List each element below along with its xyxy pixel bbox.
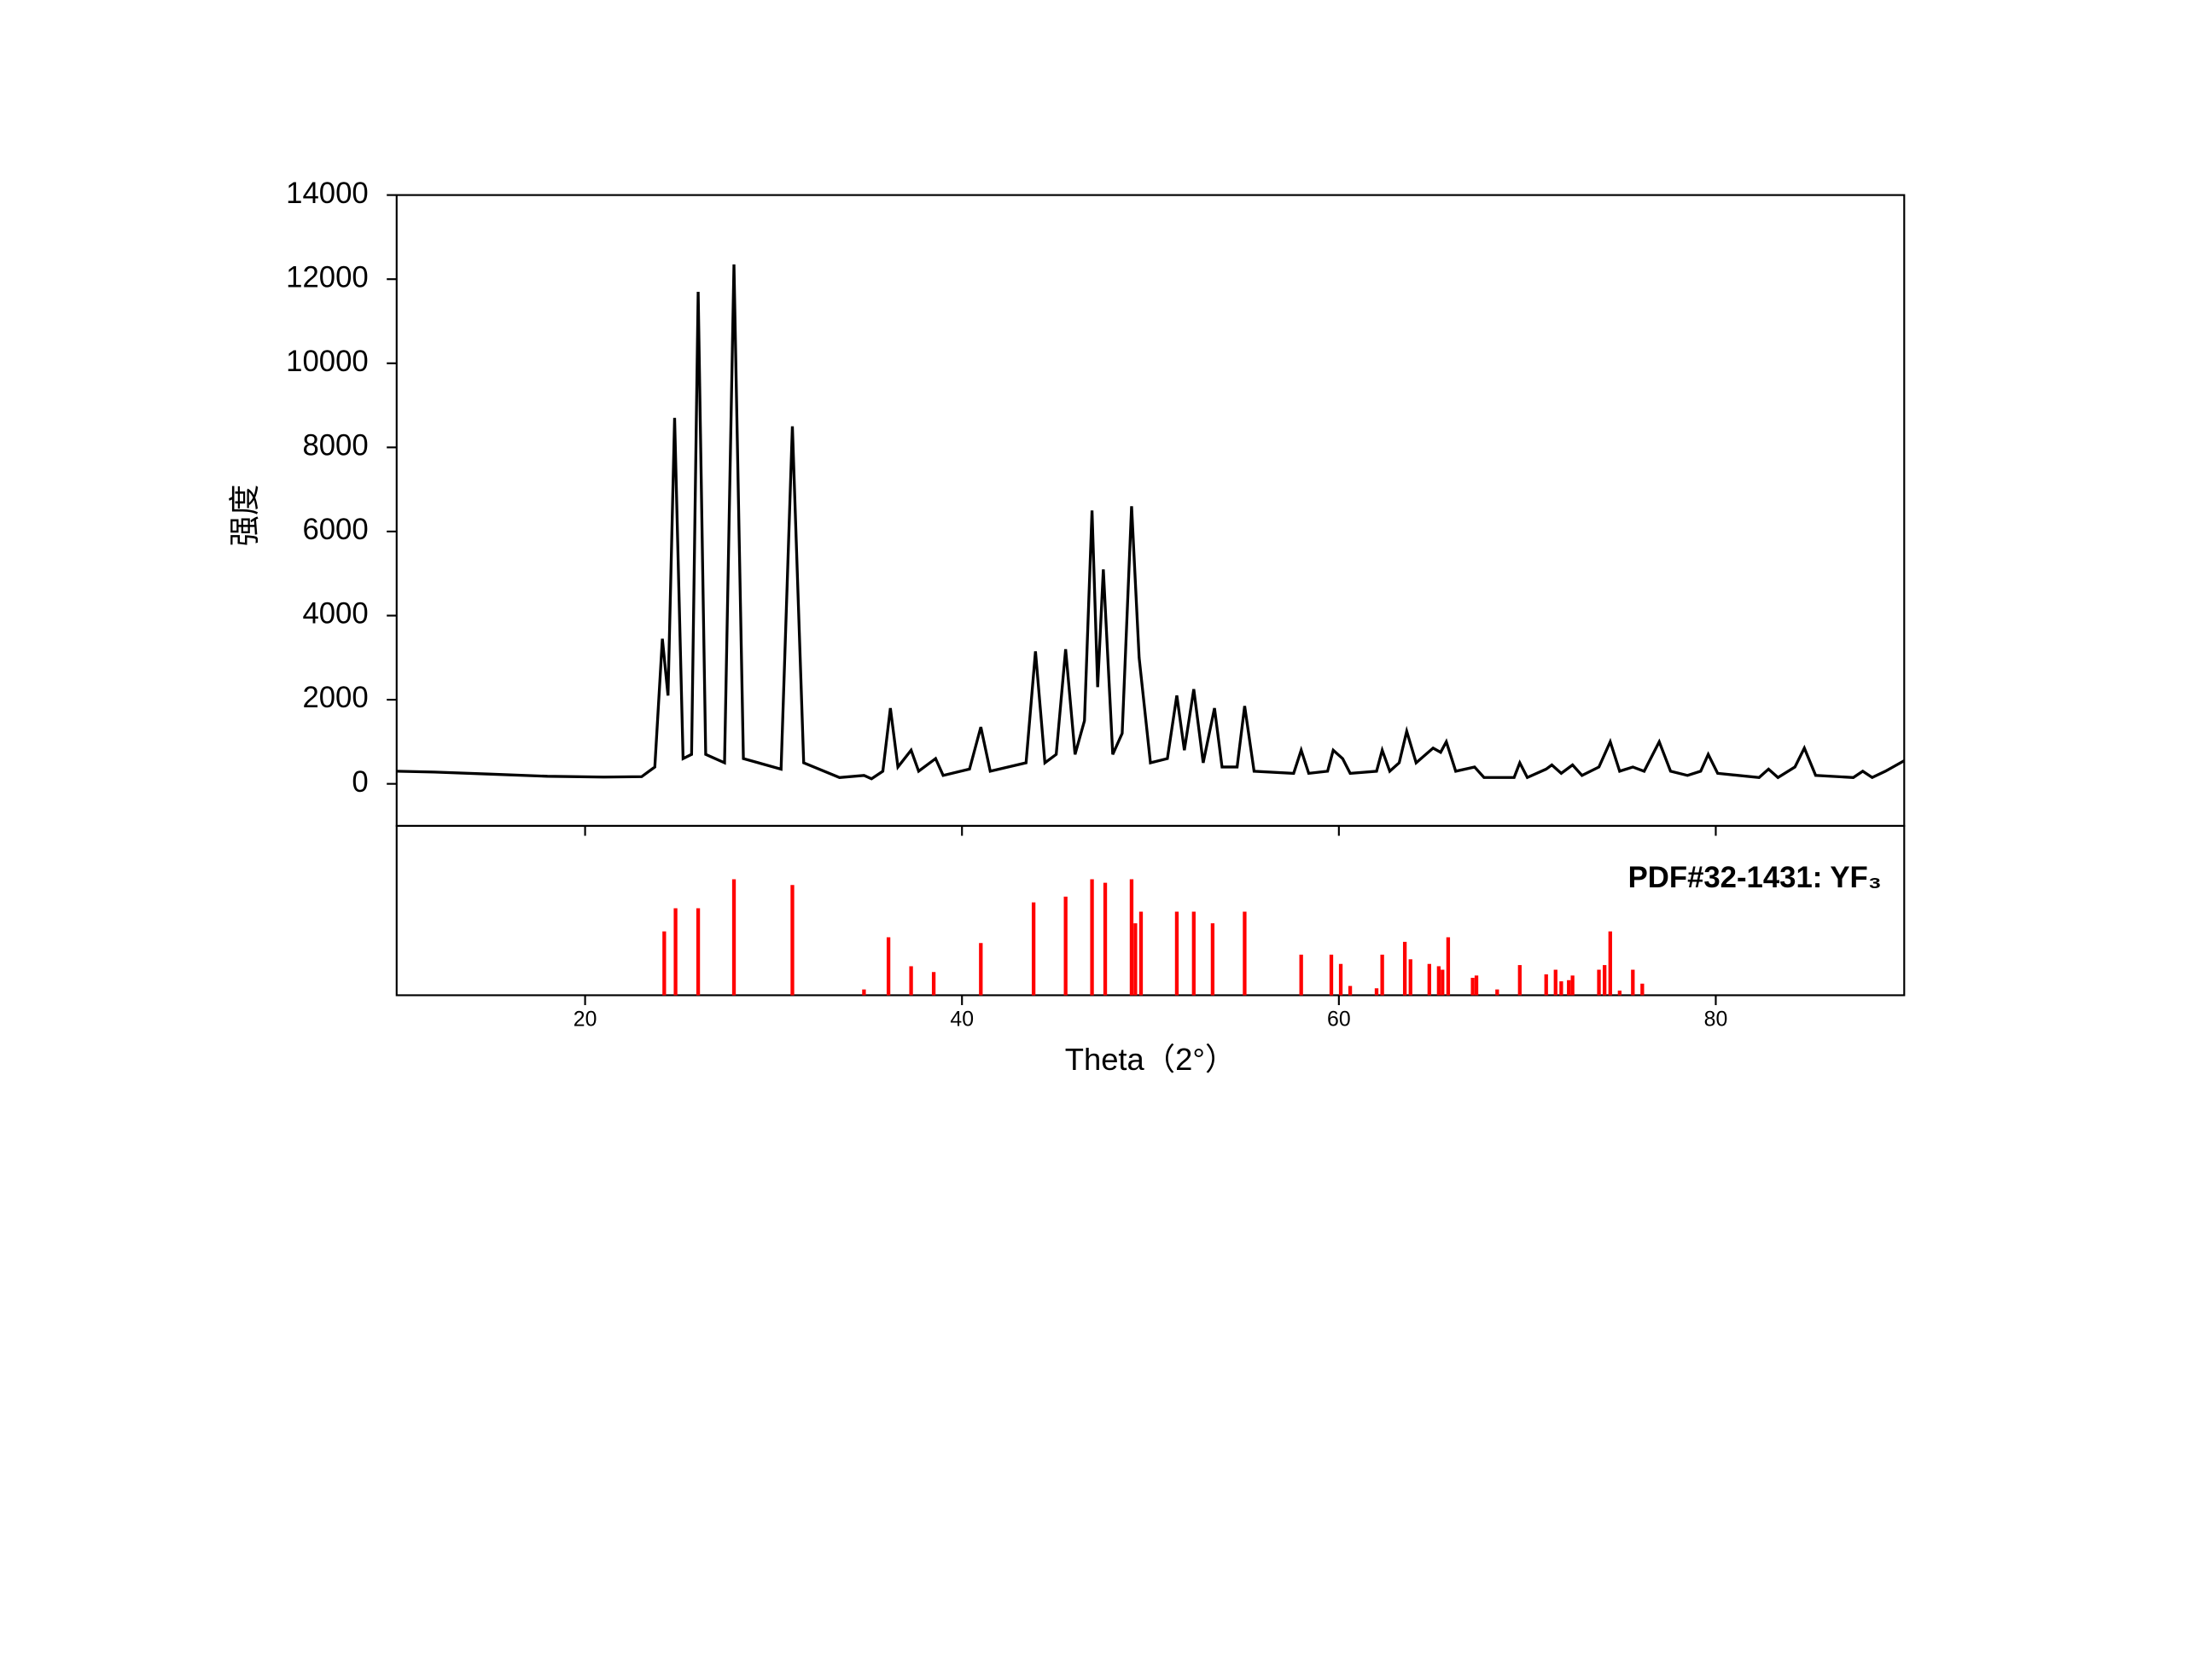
x-tick-label: 80 (1704, 1009, 1728, 1032)
bottom-frame (395, 824, 1906, 997)
top-frame (395, 194, 1906, 828)
y-tick-label: 2000 (302, 682, 368, 714)
y-tick-label: 8000 (302, 430, 368, 462)
y-tick-label: 0 (352, 766, 368, 799)
y-tick-label: 4000 (302, 598, 368, 631)
y-tick-label: 10000 (286, 346, 369, 378)
y-axis-label: 强度 (227, 485, 262, 547)
x-tick-label: 60 (1327, 1009, 1351, 1032)
y-tick-label: 12000 (286, 261, 369, 294)
y-tick-label: 14000 (286, 177, 369, 210)
x-axis-label: Theta（2°） (1065, 1042, 1237, 1077)
x-tick-label: 40 (950, 1009, 974, 1032)
y-tick-label: 6000 (302, 514, 368, 546)
reference-label: PDF#32-1431: YF₃ (1628, 862, 1882, 894)
x-tick-label: 20 (573, 1009, 597, 1032)
xrd-pattern (396, 264, 1906, 781)
